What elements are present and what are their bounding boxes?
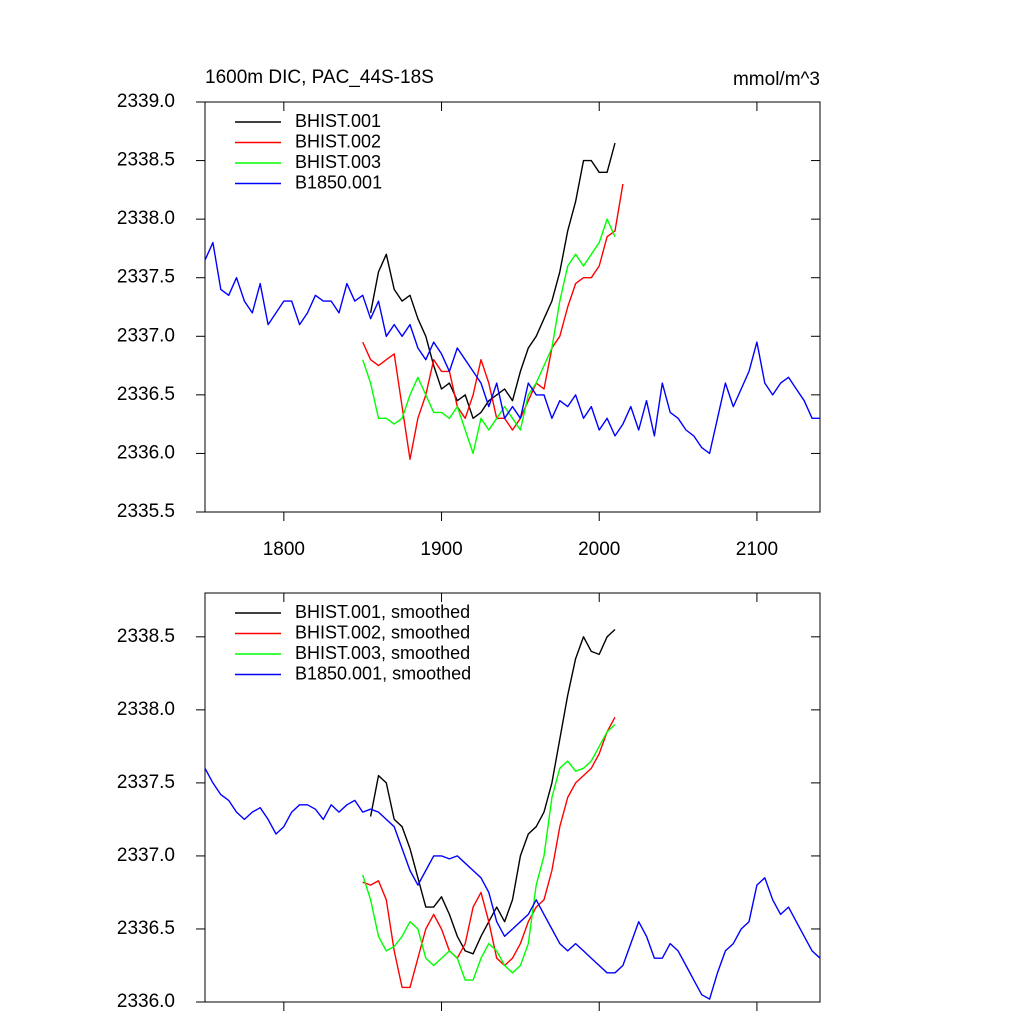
series-line [369,628,616,955]
series-line [362,723,616,981]
chart-title: 1600m DIC, PAC_44S-18S [205,67,434,88]
legend-label: BHIST.003, smoothed [295,643,470,663]
legend-label: B1850.001, smoothed [295,663,471,683]
y-tick-label: 2337.0 [117,845,175,866]
y-tick-label: 2338.0 [117,208,175,229]
plot-frame [204,592,821,1003]
y-tick-label: 2335.5 [117,501,175,522]
series-line [369,142,616,419]
y-tick-label: 2338.5 [117,150,175,171]
x-tick-label: 2000 [578,539,620,560]
y-tick-label: 2337.5 [117,267,175,288]
legend-label: BHIST.003 [295,152,381,172]
series-line [362,183,624,460]
series-line [362,218,616,455]
units-label: mmol/m^3 [733,69,820,90]
y-tick-label: 2339.0 [117,91,175,112]
legend-label: BHIST.001, smoothed [295,602,470,622]
legend-label: BHIST.002 [295,131,381,151]
y-tick-label: 2336.0 [117,442,175,463]
x-tick-label: 1800 [263,539,305,560]
y-tick-label: 2338.5 [117,626,175,647]
y-tick-label: 2336.0 [117,991,175,1012]
y-tick-label: 2336.5 [117,384,175,405]
series-line [204,767,821,1000]
y-tick-label: 2337.5 [117,772,175,793]
y-tick-label: 2337.0 [117,325,175,346]
series-line [204,241,820,455]
series-line [362,716,616,989]
y-tick-label: 2336.5 [117,918,175,939]
legend-label: BHIST.001 [295,111,381,131]
x-tick-label: 2100 [736,539,778,560]
y-tick-label: 2338.0 [117,699,175,720]
plot-frame [204,101,821,513]
x-tick-label: 1900 [420,539,462,560]
legend-label: BHIST.002, smoothed [295,622,470,642]
legend-label: B1850.001 [295,172,382,192]
